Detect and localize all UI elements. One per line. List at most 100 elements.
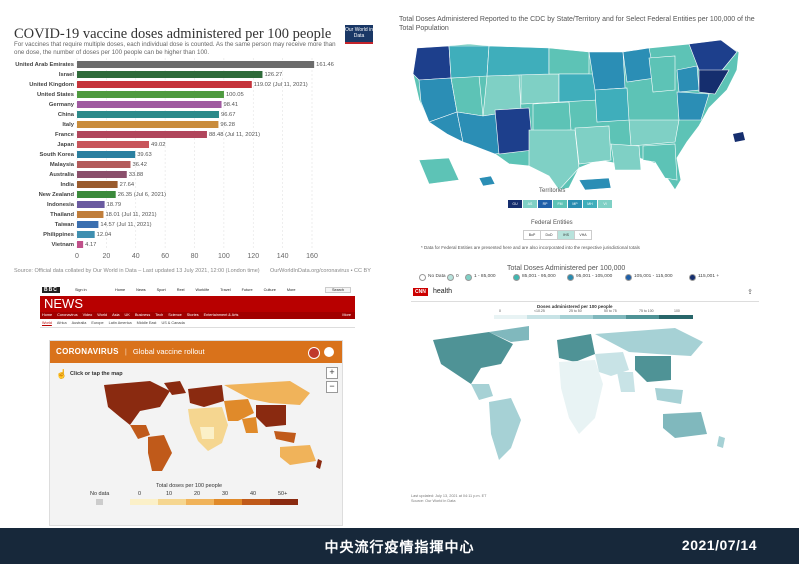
bar[interactable]	[77, 71, 263, 78]
bar-value-label: 100.05	[226, 92, 244, 98]
section-nav-item[interactable]: Stories	[186, 313, 199, 317]
top-nav-item[interactable]: Reel	[176, 288, 185, 292]
bar[interactable]	[77, 61, 315, 68]
vaccine-rollout-widget: CORONAVIRUS | Global vaccine rollout ☝ C…	[49, 340, 343, 526]
territory-swatch[interactable]: VI	[598, 200, 612, 208]
section-nav-item[interactable]: Coronavirus	[57, 313, 78, 317]
category-label: Australia	[49, 172, 75, 178]
top-nav-item[interactable]: More	[286, 288, 296, 292]
federal-swatch[interactable]: DoD	[540, 230, 558, 240]
x-tick-label: 20	[102, 253, 110, 260]
bar[interactable]	[77, 161, 131, 168]
top-nav-item[interactable]: Travel	[220, 288, 231, 292]
sub-nav-item[interactable]: US & Canada	[161, 321, 185, 325]
sub-nav-item[interactable]: Australia	[71, 321, 87, 325]
bar[interactable]	[77, 111, 219, 118]
bar[interactable]	[77, 121, 219, 128]
bar[interactable]	[77, 171, 127, 178]
cnn-logo[interactable]: CNN	[413, 288, 428, 296]
bar-value-label: 4.17	[85, 242, 96, 248]
cnn-section[interactable]: health	[433, 288, 453, 295]
section-nav-item[interactable]: Entertainment & Arts	[203, 313, 239, 317]
bar-value-label: 18.01 (Jul 11, 2021)	[105, 212, 156, 218]
section-nav-item[interactable]: Science	[168, 313, 182, 317]
bar-value-label: 36.42	[132, 162, 147, 168]
section-nav-item[interactable]: World	[97, 313, 108, 317]
us-map[interactable]	[399, 30, 799, 230]
sub-nav-item[interactable]: World	[42, 321, 52, 325]
bar[interactable]	[77, 191, 116, 198]
signin-link[interactable]: Sign in	[75, 288, 87, 292]
world-map-teal[interactable]	[419, 324, 749, 494]
federal-title: Federal Entities	[531, 220, 573, 226]
chart-source-link[interactable]: OurWorldInData.org/coronavirus • CC BY	[270, 268, 371, 274]
section-nav-item[interactable]: Tech	[155, 313, 164, 317]
territory-swatch[interactable]: AS	[523, 200, 537, 208]
territories-legend: GU AS RP FM MP MH VI	[508, 200, 618, 210]
section-nav-item[interactable]: UK	[124, 313, 130, 317]
bar[interactable]	[77, 201, 105, 208]
top-nav-item[interactable]: Future	[241, 288, 253, 292]
top-nav-item[interactable]: Worklife	[195, 288, 210, 292]
category-label: Israel	[59, 72, 75, 78]
federal-swatch[interactable]: IHS	[557, 230, 575, 240]
search-input[interactable]: Search	[325, 287, 352, 293]
zoom-in-button[interactable]: +	[326, 367, 338, 379]
bar[interactable]	[77, 141, 149, 148]
federal-legend: BoP DoD IHS VHA	[523, 230, 603, 240]
cnn-scale-swatch	[626, 315, 660, 319]
category-label: New Zealand	[39, 192, 75, 198]
cnn-scale-swatch	[494, 315, 528, 319]
territory-swatch[interactable]: RP	[538, 200, 552, 208]
bar[interactable]	[77, 181, 118, 188]
category-label: France	[55, 132, 75, 138]
legend-label: 40	[250, 491, 257, 497]
world-map-orange[interactable]	[90, 377, 330, 477]
bbc-news-banner[interactable]: NEWS	[40, 296, 355, 312]
category-label: United Kingdom	[29, 82, 74, 88]
sub-nav-item[interactable]: Latin America	[108, 321, 132, 325]
widget-brand: CORONAVIRUS	[56, 347, 119, 356]
territories-title: Territories	[539, 188, 566, 194]
sub-nav-item[interactable]: Middle East	[136, 321, 157, 325]
bar[interactable]	[77, 211, 104, 218]
bar[interactable]	[77, 101, 222, 108]
widget-header: CORONAVIRUS | Global vaccine rollout	[50, 341, 342, 363]
pointer-icon: ☝	[56, 369, 68, 379]
bar[interactable]	[77, 151, 136, 158]
share-icon[interactable]: ⇪	[747, 289, 753, 296]
top-nav-item[interactable]: News	[136, 288, 146, 292]
scale-dot	[447, 274, 454, 281]
bar[interactable]	[77, 241, 84, 248]
bar[interactable]	[77, 91, 224, 98]
territory-swatch[interactable]: MP	[568, 200, 582, 208]
category-label: India	[60, 182, 74, 188]
section-nav-item[interactable]: Home	[42, 313, 53, 317]
zoom-out-button[interactable]: −	[326, 381, 338, 393]
category-label: United Arab Emirates	[15, 62, 74, 68]
top-nav-item[interactable]: Culture	[263, 288, 276, 292]
territory-swatch[interactable]: MH	[583, 200, 597, 208]
bar-value-label: 49.02	[151, 142, 166, 148]
bar[interactable]	[77, 131, 207, 138]
section-nav-item[interactable]: Asia	[112, 313, 120, 317]
federal-swatch[interactable]: VHA	[574, 230, 592, 240]
scale-dot	[465, 274, 472, 281]
bar[interactable]	[77, 81, 252, 88]
territory-swatch[interactable]: FM	[553, 200, 567, 208]
sub-nav-item[interactable]: Europe	[91, 321, 104, 325]
section-nav-item[interactable]: Video	[82, 313, 93, 317]
bar[interactable]	[77, 231, 95, 238]
scale-dot	[625, 274, 632, 281]
top-nav-item[interactable]: Home	[115, 288, 126, 292]
more-link[interactable]: More	[342, 313, 351, 317]
bbc-logo[interactable]: BBC	[42, 287, 60, 293]
territory-swatch[interactable]: GU	[508, 200, 522, 208]
section-nav-item[interactable]: Business	[134, 313, 151, 317]
federal-swatch[interactable]: BoP	[523, 230, 541, 240]
bar[interactable]	[77, 221, 99, 228]
top-nav-item[interactable]: Sport	[156, 288, 166, 292]
owid-logo: Our World in Data	[345, 25, 373, 44]
category-label: Philippines	[43, 232, 74, 238]
sub-nav-item[interactable]: Africa	[56, 321, 67, 325]
